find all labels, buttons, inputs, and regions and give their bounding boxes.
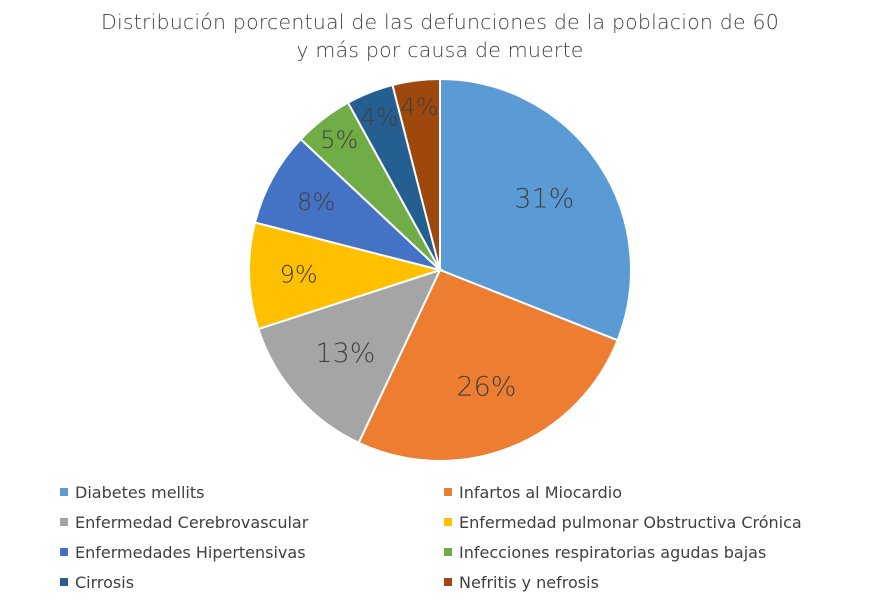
legend-item: Infecciones respiratorias agudas bajas [444, 538, 860, 566]
data-label: 31% [514, 184, 574, 215]
chart-title-line-2: y más por causa de muerte [296, 38, 584, 62]
legend-label: Enfermedad Cerebrovascular [75, 512, 309, 532]
legend-item: Diabetes mellits [60, 478, 444, 506]
data-label: 26% [456, 372, 516, 403]
legend-item: Enfermedad Cerebrovascular [60, 508, 444, 536]
pie-slice [253, 137, 441, 271]
legend-label: Infecciones respiratorias agudas bajas [459, 542, 767, 562]
chart-title-line-1: Distribución porcentual de las defuncion… [100, 10, 780, 34]
legend-item: Cirrosis [60, 568, 444, 596]
legend-swatch [60, 488, 68, 496]
legend-swatch [60, 548, 68, 556]
legend-item: Nefritis y nefrosis [444, 568, 860, 596]
legend-label: Enfermedades Hipertensivas [75, 542, 306, 562]
legend-swatch [444, 488, 452, 496]
data-label: 5% [320, 126, 358, 154]
legend-label: Infartos al Miocardio [459, 482, 623, 502]
pie-slice [357, 268, 619, 462]
chart-title: Distribución porcentual de las defuncion… [0, 8, 880, 64]
legend-swatch [60, 578, 68, 586]
data-label: 13% [315, 338, 375, 369]
legend-label: Nefritis y nefrosis [459, 572, 599, 592]
legend-item: Enfermedades Hipertensivas [60, 538, 444, 566]
pie-slice [248, 221, 444, 331]
legend-swatch [444, 578, 452, 586]
pie-slice [439, 77, 632, 342]
data-label: 4% [360, 103, 398, 131]
pie-slice [391, 77, 441, 271]
legend-item: Infartos al Miocardio [444, 478, 860, 506]
legend-swatch [444, 548, 452, 556]
data-label: 4% [400, 93, 438, 121]
data-label: 8% [297, 188, 335, 216]
legend-item: Enfermedad pulmonar Obstructiva Crónica [444, 508, 860, 536]
pie-slice [257, 268, 442, 445]
legend-swatch [60, 518, 68, 526]
legend-label: Cirrosis [75, 572, 135, 592]
data-label: 9% [280, 260, 318, 288]
legend-label: Enfermedad pulmonar Obstructiva Crónica [459, 512, 802, 532]
legend-label: Diabetes mellits [75, 482, 205, 502]
legend: Diabetes mellits Infartos al Miocardio E… [60, 478, 860, 596]
legend-swatch [444, 518, 452, 526]
